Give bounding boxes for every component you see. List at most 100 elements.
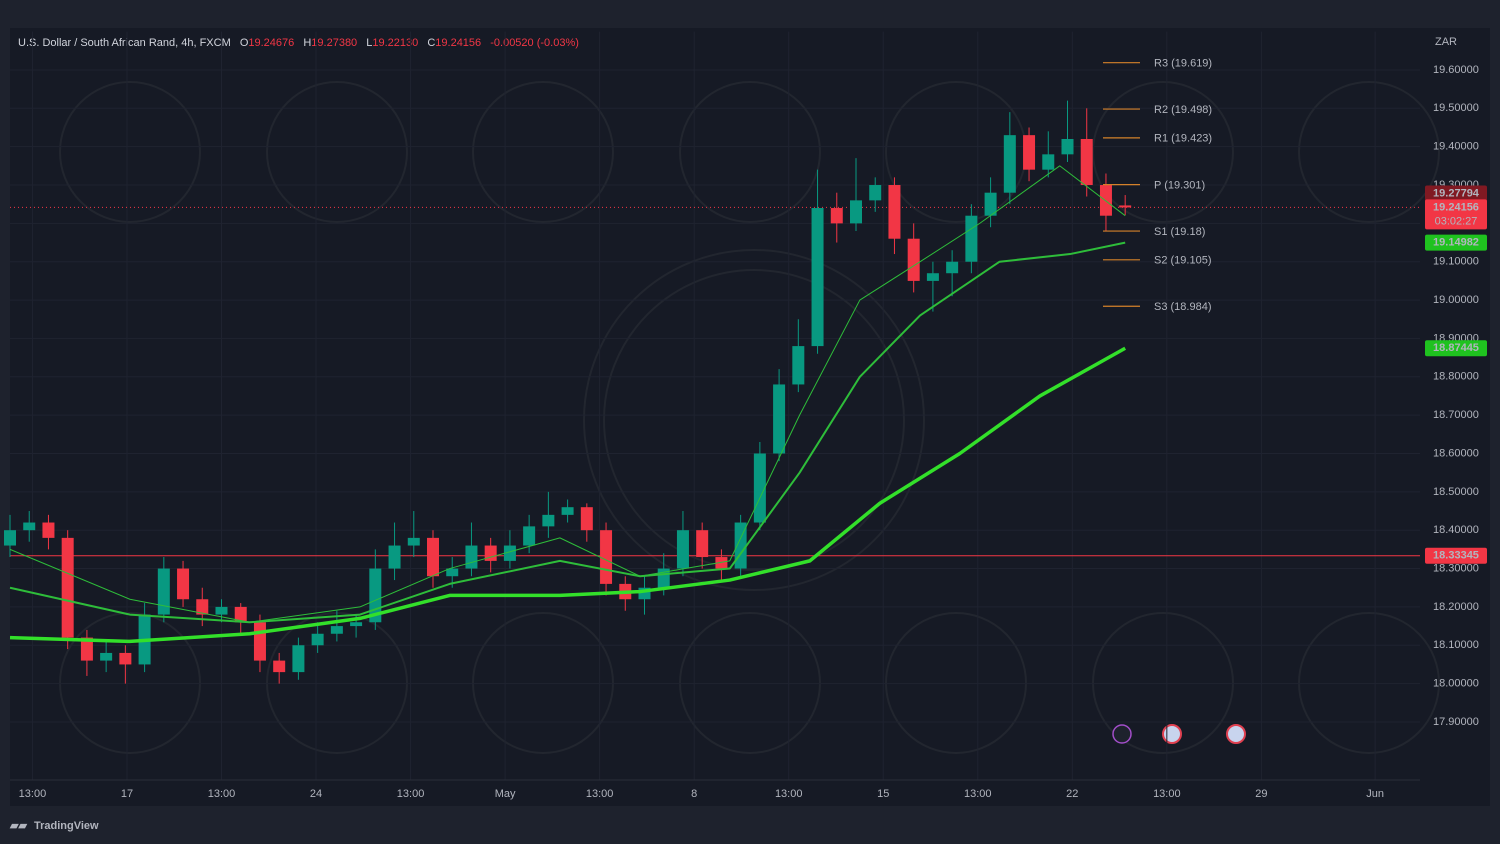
- candle-body: [446, 568, 459, 577]
- price-tag: [1425, 340, 1487, 357]
- candle-body: [946, 261, 959, 274]
- candle-body: [350, 622, 363, 627]
- pivot-label: R2 (19.498): [1154, 104, 1212, 116]
- ohlc-key: O: [240, 37, 249, 49]
- candle-body: [888, 185, 901, 239]
- plot: [4, 31, 1420, 780]
- branding: TradingView: [34, 820, 99, 832]
- candle-body: [215, 606, 228, 615]
- candle-body: [926, 273, 939, 281]
- ohlc-key: L: [366, 37, 372, 49]
- y-tick-label: 17.90000: [1433, 716, 1479, 728]
- ohlc-value: 19.22130: [372, 37, 418, 49]
- candle-body: [407, 537, 420, 546]
- candle-body: [580, 507, 593, 531]
- x-tick-label: 13:00: [775, 788, 803, 800]
- candle-body: [234, 606, 247, 623]
- y-tick-label: 18.20000: [1433, 601, 1479, 613]
- y-tick-label: 19.60000: [1433, 64, 1479, 76]
- event-icon[interactable]: [1162, 724, 1182, 744]
- candle-body: [600, 530, 613, 584]
- ohlc-value: 19.27380: [311, 37, 357, 49]
- candle-body: [253, 622, 266, 661]
- pivot-label: R3 (19.619): [1154, 58, 1212, 70]
- candle-body: [42, 522, 55, 538]
- candle-body: [292, 645, 305, 673]
- candle-body: [1119, 205, 1132, 208]
- pivot-label: S1 (19.18): [1154, 226, 1205, 238]
- candle-body: [1023, 135, 1036, 170]
- event-icon[interactable]: [1226, 724, 1246, 744]
- candle-body: [965, 215, 978, 262]
- ohlc-key: H: [303, 37, 311, 49]
- event-icons[interactable]: [1112, 724, 1246, 744]
- candle-body: [330, 626, 343, 634]
- x-tick-label: 13:00: [208, 788, 236, 800]
- y-tick-label: 18.10000: [1433, 639, 1479, 651]
- currency-label: ZAR: [1435, 36, 1457, 48]
- candle-body: [523, 526, 536, 546]
- candle-body: [1099, 185, 1112, 216]
- candle-body: [811, 208, 824, 347]
- x-tick-label: 8: [691, 788, 697, 800]
- candle-body: [1042, 154, 1055, 170]
- candle-body: [830, 208, 843, 224]
- candle-body: [273, 660, 286, 673]
- price-tag: [1425, 199, 1487, 230]
- candle-body: [119, 652, 132, 665]
- symbol-title: U.S. Dollar / South African Rand, 4h, FX…: [18, 37, 231, 49]
- watermark: [59, 81, 1440, 754]
- candle-body: [196, 599, 209, 615]
- x-tick-label: 24: [310, 788, 322, 800]
- candle-body: [61, 537, 74, 638]
- logo: ▰▰: [9, 820, 27, 832]
- y-tick-label: 18.70000: [1433, 409, 1479, 421]
- moving-average: [9, 241, 1126, 624]
- candle-body: [676, 530, 689, 569]
- candle-body: [484, 545, 497, 561]
- candle-body: [1003, 135, 1016, 193]
- candle-body: [1061, 138, 1074, 155]
- candle-body: [542, 514, 555, 527]
- x-tick-label: 13:00: [1153, 788, 1181, 800]
- candle-body: [984, 192, 997, 216]
- price-tag: [1425, 547, 1487, 564]
- x-tick-label: 13:00: [19, 788, 47, 800]
- event-icon[interactable]: [1112, 724, 1132, 744]
- ohlc-value: 19.24676: [248, 37, 294, 49]
- price-tag-label: 19.14982: [1433, 237, 1479, 249]
- y-tick-label: 18.00000: [1433, 678, 1479, 690]
- y-tick-label: 18.30000: [1433, 562, 1479, 574]
- change: -0.00520 (-0.03%): [490, 37, 579, 49]
- y-tick-label: 18.60000: [1433, 447, 1479, 459]
- candle-body: [311, 633, 324, 646]
- x-tick-label: 22: [1066, 788, 1078, 800]
- candle-body: [850, 200, 862, 224]
- y-tick-label: 18.80000: [1433, 371, 1479, 383]
- candle-body: [80, 637, 93, 661]
- candle-body: [561, 507, 574, 515]
- candle-body: [792, 346, 805, 385]
- candle-body: [100, 652, 113, 661]
- x-tick-label: May: [495, 788, 516, 800]
- candle-body: [869, 185, 882, 201]
- candle-body: [503, 545, 516, 561]
- candle-body: [4, 530, 16, 546]
- y-tick-label: 18.50000: [1433, 486, 1479, 498]
- x-tick-label: 29: [1255, 788, 1267, 800]
- ohlc-key: C: [427, 37, 435, 49]
- countdown: 03:02:27: [1435, 215, 1478, 227]
- x-tick-label: Jun: [1366, 788, 1384, 800]
- y-tick-label: 19.00000: [1433, 294, 1479, 306]
- candle-body: [427, 537, 439, 577]
- x-tick-label: 13:00: [397, 788, 425, 800]
- price-tag-label: 19.27794: [1433, 187, 1480, 199]
- y-tick-label: 19.10000: [1433, 256, 1479, 268]
- price-tag-label: 18.33345: [1433, 550, 1479, 562]
- candle-body: [1080, 138, 1093, 186]
- candle-body: [753, 453, 766, 523]
- ohlc-value: 19.24156: [435, 37, 481, 49]
- pivot-label: S3 (18.984): [1154, 301, 1211, 313]
- candle-body: [465, 545, 478, 569]
